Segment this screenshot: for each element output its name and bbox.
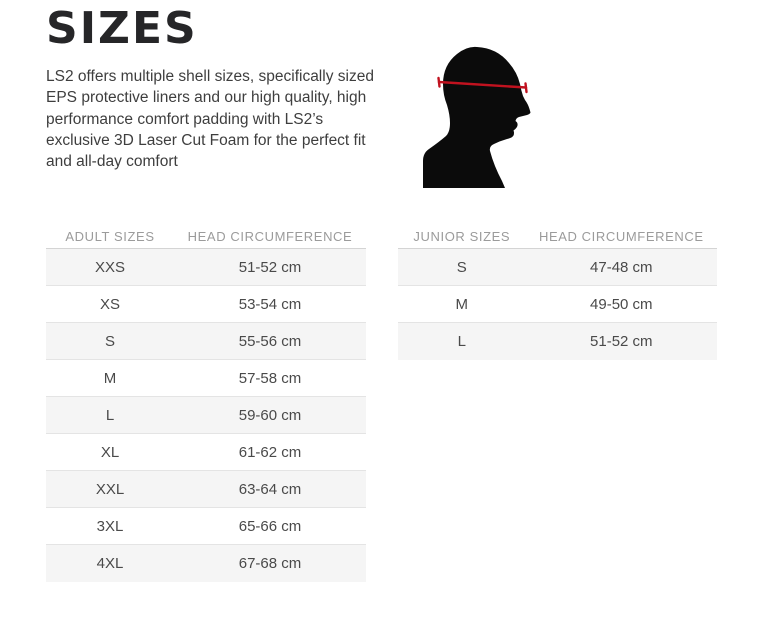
table-row: S 47-48 cm [398, 249, 717, 286]
size-cell: 3XL [96, 517, 124, 535]
head-silhouette-svg [423, 46, 531, 189]
circumference-cell: 55-56 cm [238, 332, 302, 350]
adult-sizes-table: ADULT SIZES HEAD CIRCUMFERENCE XXS 51-52 c… [46, 225, 366, 582]
junior-table-header-row: JUNIOR SIZES HEAD CIRCUMFERENCE [398, 225, 717, 249]
page-description: LS2 offers multiple shell sizes, specifi… [46, 68, 374, 171]
circumference-measure-line-icon [437, 76, 528, 94]
size-cell: S [104, 332, 115, 350]
table-row: M 57-58 cm [46, 360, 366, 397]
table-row: 3XL 65-66 cm [46, 508, 366, 545]
size-cell: L [105, 406, 115, 424]
size-cell: XXL [95, 480, 125, 498]
table-row: XXL 63-64 cm [46, 471, 366, 508]
circumference-column-header: HEAD CIRCUMFERENCE [538, 229, 704, 244]
page-title: SIZES [46, 3, 198, 54]
circumference-cell: 57-58 cm [238, 369, 302, 387]
table-row: XL 61-62 cm [46, 434, 366, 471]
size-cell: XXS [94, 258, 125, 276]
size-cell: XS [99, 295, 120, 313]
size-cell: S [456, 258, 467, 276]
junior-table-body: S 47-48 cm M 49-50 cm L 51-52 cm [398, 249, 717, 360]
table-row: L 51-52 cm [398, 323, 717, 360]
table-row: XXS 51-52 cm [46, 249, 366, 286]
head-silhouette-icon [423, 46, 531, 189]
size-cell: M [455, 295, 469, 313]
circumference-cell: 49-50 cm [590, 295, 653, 313]
circumference-cell: 59-60 cm [238, 406, 302, 424]
size-cell: L [457, 333, 466, 350]
table-row: S 55-56 cm [46, 323, 366, 360]
head-measurement-figure [415, 38, 535, 190]
size-column-header: ADULT SIZES [65, 229, 155, 244]
circumference-cell: 67-68 cm [238, 555, 302, 572]
circumference-cell: 51-52 cm [238, 258, 302, 276]
size-cell: M [103, 369, 117, 387]
adult-table-body: XXS 51-52 cm XS 53-54 cm S 55-56 cm M 57-58 cm L… [46, 249, 366, 582]
circumference-cell: 61-62 cm [238, 443, 302, 461]
circumference-column-header: HEAD CIRCUMFERENCE [187, 229, 353, 244]
table-row: M 49-50 cm [398, 286, 717, 323]
circumference-cell: 51-52 cm [590, 333, 653, 350]
circumference-cell: 63-64 cm [238, 480, 302, 498]
circumference-cell: 47-48 cm [590, 258, 653, 276]
circumference-cell: 65-66 cm [238, 517, 302, 535]
circumference-cell: 53-54 cm [238, 295, 302, 313]
junior-sizes-table: JUNIOR SIZES HEAD CIRCUMFERENCE S 47-48 cm… [398, 225, 717, 360]
size-column-header: JUNIOR SIZES [413, 229, 511, 244]
table-row: XS 53-54 cm [46, 286, 366, 323]
table-row: L 59-60 cm [46, 397, 366, 434]
adult-table-header-row: ADULT SIZES HEAD CIRCUMFERENCE [46, 225, 366, 249]
size-cell: 4XL [96, 555, 124, 572]
size-cell: XL [100, 443, 120, 461]
table-row: 4XL 67-68 cm [46, 545, 366, 582]
